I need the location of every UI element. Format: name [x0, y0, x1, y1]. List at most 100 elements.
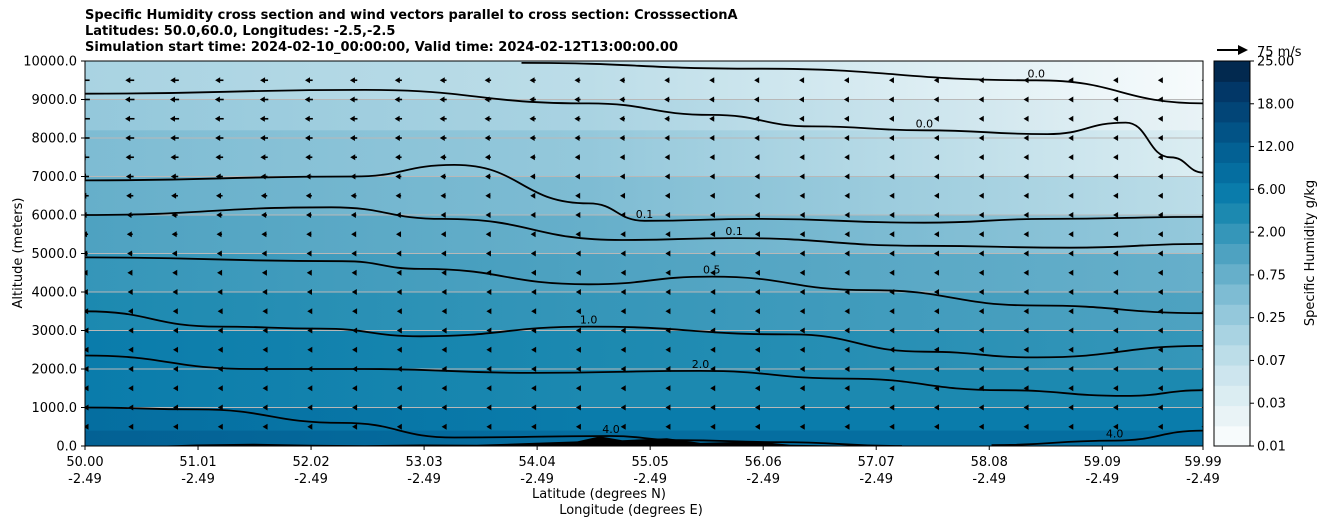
- wind-vector: [530, 250, 536, 257]
- wind-vector: [169, 96, 180, 103]
- wind-vector: [889, 231, 895, 238]
- wind-vector: [173, 346, 179, 353]
- y-tick-label: 0.0: [56, 440, 77, 455]
- wind-vector: [934, 366, 940, 372]
- wind-vector: [575, 231, 581, 238]
- wind-vector: [1157, 154, 1163, 161]
- colorbar-tick-label: 0.03: [1257, 397, 1286, 412]
- wind-vector: [1113, 212, 1119, 218]
- wind-vector: [934, 250, 940, 257]
- wind-vector: [1023, 173, 1029, 180]
- wind-vector: [486, 308, 492, 315]
- wind-vector: [1068, 404, 1074, 411]
- wind-vector: [799, 404, 805, 411]
- wind-vector: [1113, 77, 1119, 84]
- wind-vector: [396, 250, 402, 257]
- wind-vector: [1113, 423, 1119, 430]
- wind-vector: [1023, 250, 1029, 257]
- wind-vector: [173, 366, 179, 372]
- wind-vector: [754, 308, 760, 315]
- x-tick-label-latitude: 58.08: [971, 455, 1008, 470]
- wind-vector: [978, 269, 984, 276]
- colorbar-tick-label: 2.00: [1257, 226, 1286, 241]
- wind-vector: [1023, 346, 1029, 353]
- wind-vector: [439, 96, 447, 103]
- contour-line-0.0: [85, 88, 1203, 174]
- wind-vector: [307, 385, 313, 392]
- wind-vector: [575, 212, 581, 218]
- wind-vector: [1023, 192, 1029, 199]
- contour-line-0.1: [85, 206, 1203, 249]
- wind-vector: [978, 327, 984, 334]
- contour-line-2.0: [85, 354, 1203, 397]
- wind-vector: [216, 192, 223, 199]
- wind-vector: [304, 96, 313, 103]
- wind-vector: [754, 366, 760, 372]
- wind-vector: [799, 385, 805, 392]
- wind-vector: [1157, 77, 1163, 84]
- wind-vector: [574, 77, 581, 84]
- wind-vectors: [85, 77, 1203, 430]
- wind-vector: [620, 231, 626, 238]
- wind-vector: [665, 269, 671, 276]
- wind-vector: [439, 77, 447, 84]
- wind-vector: [85, 346, 89, 353]
- wind-vector: [844, 346, 850, 353]
- colorbar-segment: [1214, 61, 1250, 82]
- wind-vector: [307, 289, 313, 295]
- wind-vector: [933, 115, 939, 122]
- wind-vector: [262, 385, 268, 392]
- wind-vector: [978, 346, 984, 353]
- wind-vector: [934, 212, 940, 218]
- wind-vector: [575, 327, 581, 334]
- wind-vector: [128, 346, 134, 353]
- wind-vector: [1157, 308, 1163, 315]
- colorbar-segment: [1214, 324, 1250, 346]
- wind-vector: [978, 96, 984, 103]
- wind-vector: [1113, 250, 1119, 257]
- wind-vector: [85, 308, 89, 315]
- wind-vector: [440, 154, 447, 161]
- colorbar-tick-label: 18.00: [1257, 97, 1294, 112]
- wind-vector: [486, 423, 492, 430]
- wind-vector: [1068, 96, 1074, 103]
- x-tick-label-longitude: -2.49: [294, 472, 328, 487]
- humidity-band: [85, 330, 1203, 370]
- gridlines: [85, 61, 1203, 446]
- contour-label: 4.0: [1106, 428, 1124, 441]
- wind-vector: [1023, 423, 1029, 430]
- wind-vector: [217, 327, 223, 334]
- wind-vector: [799, 115, 805, 122]
- wind-vector: [665, 404, 671, 411]
- wind-vector: [754, 212, 760, 218]
- wind-vector: [352, 327, 358, 334]
- wind-vector: [260, 192, 268, 199]
- wind-vector: [260, 154, 268, 161]
- colorbar-segment: [1214, 243, 1250, 265]
- wind-vector: [1113, 115, 1119, 122]
- wind-vector: [799, 250, 805, 257]
- wind-vector: [350, 173, 357, 180]
- wind-vector: [1113, 192, 1119, 199]
- wind-vector: [754, 231, 760, 238]
- wind-vector: [978, 154, 984, 161]
- wind-vector: [1113, 346, 1119, 353]
- wind-vector: [754, 250, 760, 257]
- wind-vector: [486, 366, 492, 372]
- wind-vector: [574, 96, 581, 103]
- wind-vector: [1023, 77, 1029, 84]
- wind-vector: [709, 192, 715, 199]
- wind-vector: [396, 269, 402, 276]
- contour-label: 0.1: [725, 225, 743, 238]
- wind-vector: [217, 404, 223, 411]
- wind-vector: [1157, 404, 1163, 411]
- wind-vector: [531, 308, 537, 315]
- y-tick-label: 8000.0: [32, 132, 78, 147]
- wind-vector: [754, 135, 760, 141]
- wind-vector: [349, 135, 358, 141]
- wind-vector: [710, 308, 716, 315]
- wind-vector: [754, 115, 760, 122]
- wind-vector: [1113, 96, 1119, 103]
- wind-vector: [710, 366, 716, 372]
- wind-vector: [85, 327, 89, 334]
